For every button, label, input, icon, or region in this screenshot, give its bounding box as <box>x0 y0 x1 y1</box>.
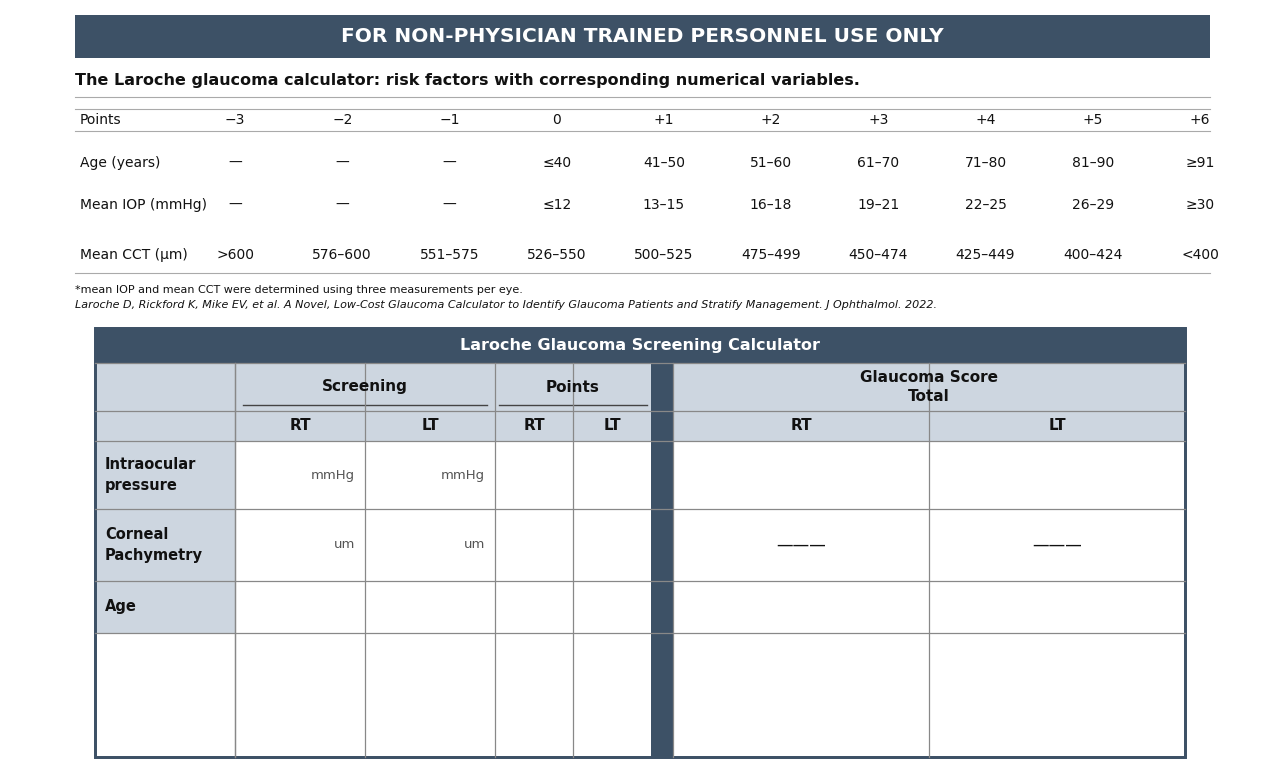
Text: −2: −2 <box>332 113 352 127</box>
Text: —: — <box>443 198 456 212</box>
Text: mmHg: mmHg <box>311 468 355 482</box>
Text: 51–60: 51–60 <box>750 156 792 170</box>
Text: LT: LT <box>1048 419 1066 433</box>
Bar <box>95 441 236 509</box>
Text: RT: RT <box>524 419 545 433</box>
Text: ———: ——— <box>1032 536 1082 554</box>
Text: 41–50: 41–50 <box>643 156 685 170</box>
Text: +3: +3 <box>868 113 888 127</box>
Text: Laroche D, Rickford K, Mike EV, et al. A Novel, Low-Cost Glaucoma Calculator to : Laroche D, Rickford K, Mike EV, et al. A… <box>76 300 937 310</box>
Text: 475–499: 475–499 <box>741 248 801 262</box>
Text: −1: −1 <box>439 113 460 127</box>
Text: LT: LT <box>421 419 439 433</box>
Text: 551–575: 551–575 <box>420 248 479 262</box>
Text: LT: LT <box>603 419 621 433</box>
Text: FOR NON-PHYSICIAN TRAINED PERSONNEL USE ONLY: FOR NON-PHYSICIAN TRAINED PERSONNEL USE … <box>342 27 943 46</box>
Text: 576–600: 576–600 <box>312 248 372 262</box>
Text: RT: RT <box>289 419 311 433</box>
Bar <box>76 15 1210 58</box>
Bar <box>95 328 1185 363</box>
Text: The Laroche glaucoma calculator: risk factors with corresponding numerical varia: The Laroche glaucoma calculator: risk fa… <box>76 72 860 88</box>
Text: Glaucoma Score
Total: Glaucoma Score Total <box>860 369 998 405</box>
Text: 71–80: 71–80 <box>965 156 1006 170</box>
Text: 425–449: 425–449 <box>956 248 1015 262</box>
Text: 13–15: 13–15 <box>643 198 685 212</box>
Bar <box>95 581 236 633</box>
Text: Age (years): Age (years) <box>79 156 160 170</box>
Text: >600: >600 <box>216 248 253 262</box>
Text: 22–25: 22–25 <box>965 198 1006 212</box>
Text: 526–550: 526–550 <box>527 248 586 262</box>
Bar <box>95 509 1185 581</box>
Text: <400: <400 <box>1181 248 1219 262</box>
Bar <box>95 411 1185 441</box>
Bar <box>95 328 1185 757</box>
Text: 0: 0 <box>552 113 561 127</box>
Text: *mean IOP and mean CCT were determined using three measurements per eye.: *mean IOP and mean CCT were determined u… <box>76 285 522 295</box>
Text: Mean CCT (μm): Mean CCT (μm) <box>79 248 188 262</box>
Text: 16–18: 16–18 <box>750 198 792 212</box>
Text: RT: RT <box>790 419 812 433</box>
Bar <box>95 581 1185 633</box>
Bar <box>95 509 236 581</box>
Text: Intraocular
pressure: Intraocular pressure <box>105 457 196 493</box>
Text: ———: ——— <box>776 536 826 554</box>
Text: ≥91: ≥91 <box>1185 156 1215 170</box>
Text: 26–29: 26–29 <box>1071 198 1114 212</box>
Text: —: — <box>335 156 349 170</box>
Text: 19–21: 19–21 <box>858 198 900 212</box>
Bar <box>95 441 1185 509</box>
Text: Corneal
Pachymetry: Corneal Pachymetry <box>105 527 204 563</box>
Text: +2: +2 <box>760 113 781 127</box>
Text: Mean IOP (mmHg): Mean IOP (mmHg) <box>79 198 207 212</box>
Text: ≤12: ≤12 <box>541 198 571 212</box>
Text: 61–70: 61–70 <box>858 156 900 170</box>
Text: +5: +5 <box>1083 113 1103 127</box>
Text: um: um <box>334 538 355 551</box>
Text: +1: +1 <box>654 113 675 127</box>
Text: −3: −3 <box>225 113 246 127</box>
Text: +6: +6 <box>1189 113 1211 127</box>
Text: ≥30: ≥30 <box>1185 198 1215 212</box>
Text: —: — <box>228 156 242 170</box>
Text: 400–424: 400–424 <box>1064 248 1123 262</box>
Text: mmHg: mmHg <box>440 468 485 482</box>
Text: 450–474: 450–474 <box>849 248 908 262</box>
Text: um: um <box>463 538 485 551</box>
Text: —: — <box>443 156 456 170</box>
Text: —: — <box>335 198 349 212</box>
Text: +4: +4 <box>975 113 996 127</box>
Bar <box>95 328 1185 757</box>
Text: —: — <box>228 198 242 212</box>
Text: Screening: Screening <box>323 379 408 395</box>
Bar <box>95 363 1185 411</box>
Text: Laroche Glaucoma Screening Calculator: Laroche Glaucoma Screening Calculator <box>460 338 820 353</box>
Text: Points: Points <box>547 379 600 395</box>
Text: 500–525: 500–525 <box>634 248 694 262</box>
Text: Age: Age <box>105 600 137 614</box>
Bar <box>652 363 673 757</box>
Text: ≤40: ≤40 <box>543 156 571 170</box>
Text: 81–90: 81–90 <box>1071 156 1114 170</box>
Text: Points: Points <box>79 113 122 127</box>
